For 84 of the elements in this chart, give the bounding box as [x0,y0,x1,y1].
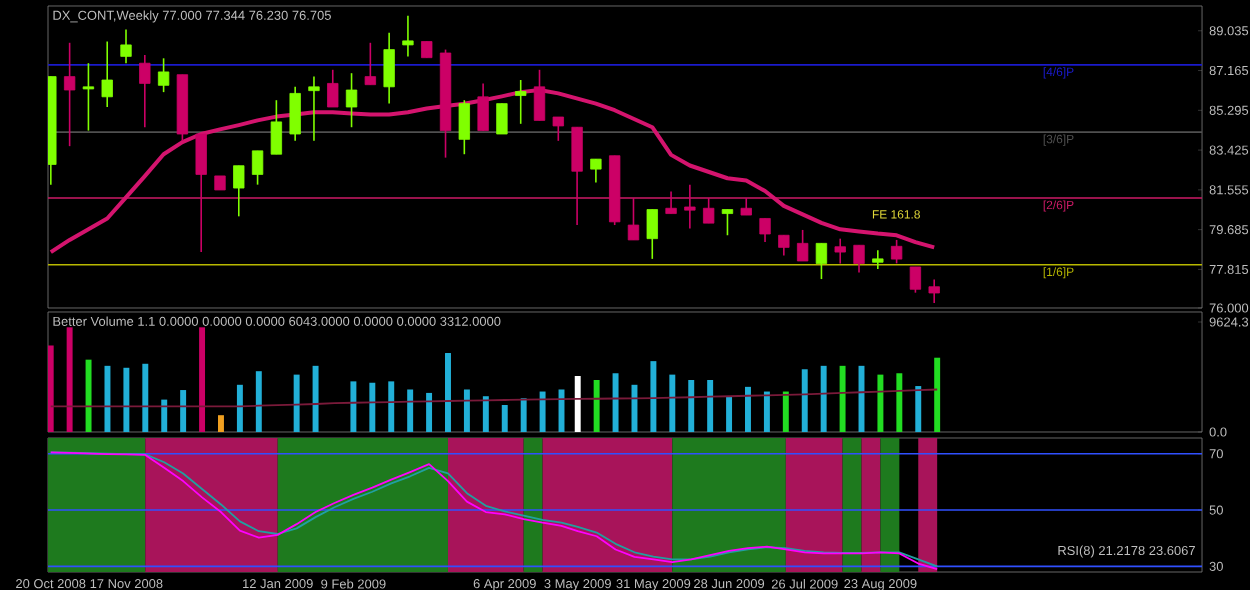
candlestick [270,99,283,156]
candlestick [251,150,264,186]
bar [312,365,319,432]
candlestick [909,266,922,294]
bar [85,359,92,432]
candlestick [195,133,207,253]
candlestick [289,86,301,142]
bar [66,327,73,432]
bar [255,371,262,432]
candlestick [796,229,809,262]
bar [593,380,600,432]
bar [236,384,243,432]
candlestick [458,99,470,156]
bar [123,367,130,432]
candlestick [101,40,113,108]
candlestick [552,116,564,142]
bar [915,386,922,432]
candlestick [345,72,358,129]
candlestick [533,69,546,122]
candlestick [872,249,884,270]
candlestick [684,183,696,230]
bar [48,345,54,432]
bar [218,415,224,432]
candlestick [327,69,339,108]
bar [763,391,770,432]
bar [877,374,884,432]
bar [482,396,489,432]
candlestick [402,14,414,58]
candlestick [815,242,828,280]
candlestick [496,102,508,135]
bar [180,390,187,432]
bar [407,389,414,432]
bar [688,380,695,432]
bar [426,392,433,432]
bar [501,405,508,432]
candlestick [571,126,583,226]
candlestick [778,234,790,257]
bar [142,363,149,432]
bar [463,389,470,432]
bar [388,381,395,432]
bar [104,365,111,432]
bar [650,361,657,432]
bar [820,365,827,432]
candlestick [233,164,245,218]
candlestick [853,244,865,274]
candlestick [82,62,95,132]
bar [161,399,168,432]
candlestick [515,79,527,125]
candlestick [646,208,658,260]
bar [707,380,714,432]
candlestick [364,41,377,86]
candlestick [890,239,903,265]
bar [199,327,206,432]
bar [293,374,300,432]
candlestick [665,190,677,215]
bar [745,386,751,432]
bar [726,396,733,432]
candlestick [721,208,734,237]
bar [934,357,941,432]
candlestick [928,278,940,304]
candlestick [477,82,489,132]
bar [574,376,581,432]
bar [801,369,808,432]
candlestick [590,158,602,184]
candlestick [157,57,170,93]
bar [669,374,676,432]
candlestick [703,197,715,224]
bar [782,391,789,432]
bar [896,373,903,432]
candlestick [63,41,76,147]
candlestick [627,197,640,241]
candlestick [383,31,395,105]
candlestick [139,54,151,129]
bar [539,391,546,432]
bar [520,398,527,432]
bar [612,373,619,432]
candlestick [759,217,771,243]
bar [445,353,451,432]
bar [839,365,846,432]
candlestick [834,237,846,265]
bar [369,382,376,432]
candlestick [308,75,320,142]
candlestick [120,28,132,64]
bar [350,381,357,432]
